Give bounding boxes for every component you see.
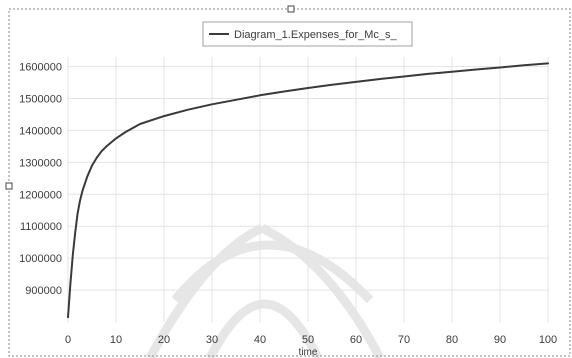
- y-tick-label: 1300000: [19, 157, 62, 169]
- series-layer: [67, 62, 549, 319]
- y-tick-label: 1100000: [20, 221, 62, 233]
- y-tick-label: 1000000: [19, 253, 62, 265]
- y-tick-label: 1500000: [19, 94, 62, 106]
- x-tick-label: 0: [65, 334, 71, 346]
- x-tick-label: 90: [494, 334, 506, 346]
- watermark-emblem: [146, 223, 384, 358]
- x-tick-label: 20: [158, 334, 170, 346]
- x-tick-label: 100: [539, 334, 557, 346]
- x-axis-label: time: [299, 347, 318, 358]
- watermark-arc-right: [259, 223, 384, 358]
- legend-series-label: Diagram_1.Expenses_for_Mc_s_: [234, 29, 398, 41]
- watermark-arc-outer: [171, 240, 374, 304]
- y-tick-label: 900000: [25, 285, 62, 297]
- y-axis: 900000 1000000 1100000 1200000 1300000 140000…: [19, 62, 62, 297]
- y-tick-label: 1200000: [19, 189, 62, 201]
- x-tick-label: 30: [206, 334, 218, 346]
- resize-handle-left[interactable]: [5, 182, 13, 190]
- y-tick-label: 1400000: [19, 125, 62, 137]
- x-tick-label: 70: [398, 334, 410, 346]
- x-tick-label: 40: [254, 334, 266, 346]
- y-tick-label: 1600000: [19, 62, 62, 74]
- grid-layer: [67, 57, 549, 322]
- resize-handle-top[interactable]: [287, 5, 295, 13]
- legend: Diagram_1.Expenses_for_Mc_s_: [202, 21, 413, 47]
- legend-box: [202, 21, 413, 47]
- series-line: [67, 62, 549, 319]
- x-axis: 0 10 20 30 40 50 60 70 80 90 100: [65, 334, 557, 346]
- x-tick-label: 60: [350, 334, 362, 346]
- x-tick-label: 80: [446, 334, 458, 346]
- x-tick-label: 50: [302, 334, 314, 346]
- x-tick-label: 10: [110, 334, 122, 346]
- watermark-arc-center: [205, 299, 323, 358]
